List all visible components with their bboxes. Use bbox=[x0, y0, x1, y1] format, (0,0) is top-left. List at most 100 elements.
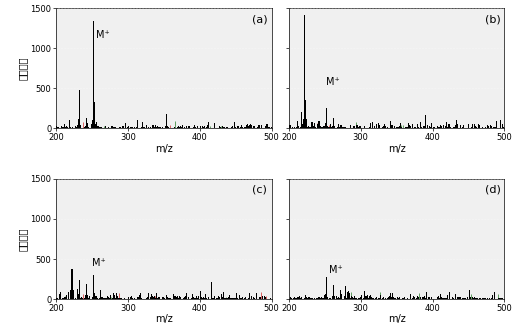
Bar bbox=[388, 298, 389, 299]
Bar bbox=[139, 295, 140, 299]
Bar bbox=[114, 295, 115, 299]
Bar bbox=[220, 127, 221, 128]
Bar bbox=[155, 125, 156, 128]
Bar bbox=[208, 122, 209, 128]
Bar bbox=[458, 297, 459, 299]
Bar bbox=[188, 297, 189, 299]
Bar bbox=[413, 298, 414, 299]
Bar bbox=[325, 294, 326, 299]
Bar bbox=[206, 298, 207, 299]
Bar bbox=[194, 298, 195, 299]
Bar bbox=[433, 127, 434, 128]
Bar bbox=[213, 298, 214, 299]
Bar bbox=[177, 296, 178, 299]
Bar bbox=[82, 126, 83, 128]
Bar bbox=[488, 126, 489, 128]
Bar bbox=[132, 298, 133, 299]
Bar bbox=[369, 296, 370, 299]
Bar bbox=[439, 298, 440, 299]
Bar bbox=[89, 296, 90, 299]
Bar bbox=[179, 296, 180, 299]
Bar bbox=[424, 126, 425, 128]
Bar bbox=[177, 127, 178, 128]
Bar bbox=[204, 298, 205, 299]
Bar bbox=[229, 295, 230, 299]
Bar bbox=[267, 124, 268, 128]
Bar bbox=[329, 296, 330, 299]
Bar bbox=[244, 127, 245, 128]
Bar bbox=[484, 120, 485, 128]
Bar bbox=[449, 125, 450, 128]
Bar bbox=[108, 292, 109, 299]
Bar bbox=[454, 296, 455, 299]
Bar bbox=[152, 125, 153, 128]
Bar bbox=[398, 298, 399, 299]
Bar bbox=[197, 127, 198, 128]
Bar bbox=[327, 126, 328, 128]
Bar bbox=[334, 126, 335, 128]
Bar bbox=[500, 120, 501, 128]
Bar bbox=[337, 298, 338, 299]
Bar bbox=[170, 298, 171, 299]
Bar bbox=[389, 296, 390, 299]
Bar bbox=[260, 297, 261, 299]
Bar bbox=[344, 296, 345, 299]
Bar bbox=[224, 127, 225, 128]
Bar bbox=[474, 124, 475, 128]
Bar bbox=[217, 297, 218, 299]
Bar bbox=[236, 293, 237, 299]
Bar bbox=[312, 123, 313, 128]
Bar bbox=[134, 127, 135, 128]
Bar bbox=[64, 297, 65, 299]
Bar bbox=[407, 298, 408, 299]
Bar bbox=[354, 126, 355, 128]
Bar bbox=[340, 125, 341, 128]
Bar bbox=[184, 127, 185, 128]
Bar bbox=[440, 294, 441, 299]
Bar bbox=[167, 297, 168, 299]
Bar bbox=[406, 298, 407, 299]
Bar bbox=[391, 297, 392, 299]
Bar bbox=[198, 296, 199, 299]
Bar bbox=[195, 127, 196, 128]
Bar bbox=[357, 125, 358, 128]
Y-axis label: 相对强度: 相对强度 bbox=[18, 227, 28, 251]
Bar bbox=[395, 127, 396, 128]
Bar bbox=[429, 297, 430, 299]
Bar bbox=[94, 293, 95, 299]
Bar bbox=[326, 278, 327, 299]
Bar bbox=[504, 126, 505, 128]
Bar bbox=[370, 123, 371, 128]
Bar bbox=[144, 127, 145, 128]
Bar bbox=[364, 126, 365, 128]
Bar bbox=[434, 127, 435, 128]
Text: M⁺: M⁺ bbox=[326, 77, 340, 87]
Bar bbox=[497, 126, 498, 128]
Bar bbox=[67, 122, 68, 128]
Bar bbox=[315, 127, 316, 128]
Bar bbox=[110, 295, 111, 299]
Bar bbox=[238, 126, 239, 128]
Bar bbox=[319, 121, 320, 128]
Bar bbox=[219, 297, 220, 299]
Bar bbox=[189, 126, 190, 128]
Bar bbox=[382, 298, 383, 299]
Bar bbox=[207, 125, 208, 128]
Bar bbox=[484, 298, 485, 299]
X-axis label: m/z: m/z bbox=[388, 314, 406, 324]
Bar bbox=[159, 297, 160, 299]
Y-axis label: 相对强度: 相对强度 bbox=[18, 57, 28, 80]
Bar bbox=[115, 127, 116, 128]
Bar bbox=[159, 127, 160, 128]
Bar bbox=[417, 124, 418, 128]
Bar bbox=[437, 297, 438, 299]
Bar bbox=[66, 126, 67, 128]
Bar bbox=[420, 297, 421, 299]
Bar bbox=[62, 127, 63, 128]
Bar bbox=[503, 127, 504, 128]
Bar bbox=[345, 127, 346, 128]
Bar bbox=[152, 296, 153, 299]
Bar bbox=[415, 127, 416, 128]
Bar bbox=[265, 297, 266, 299]
Bar bbox=[80, 125, 81, 128]
